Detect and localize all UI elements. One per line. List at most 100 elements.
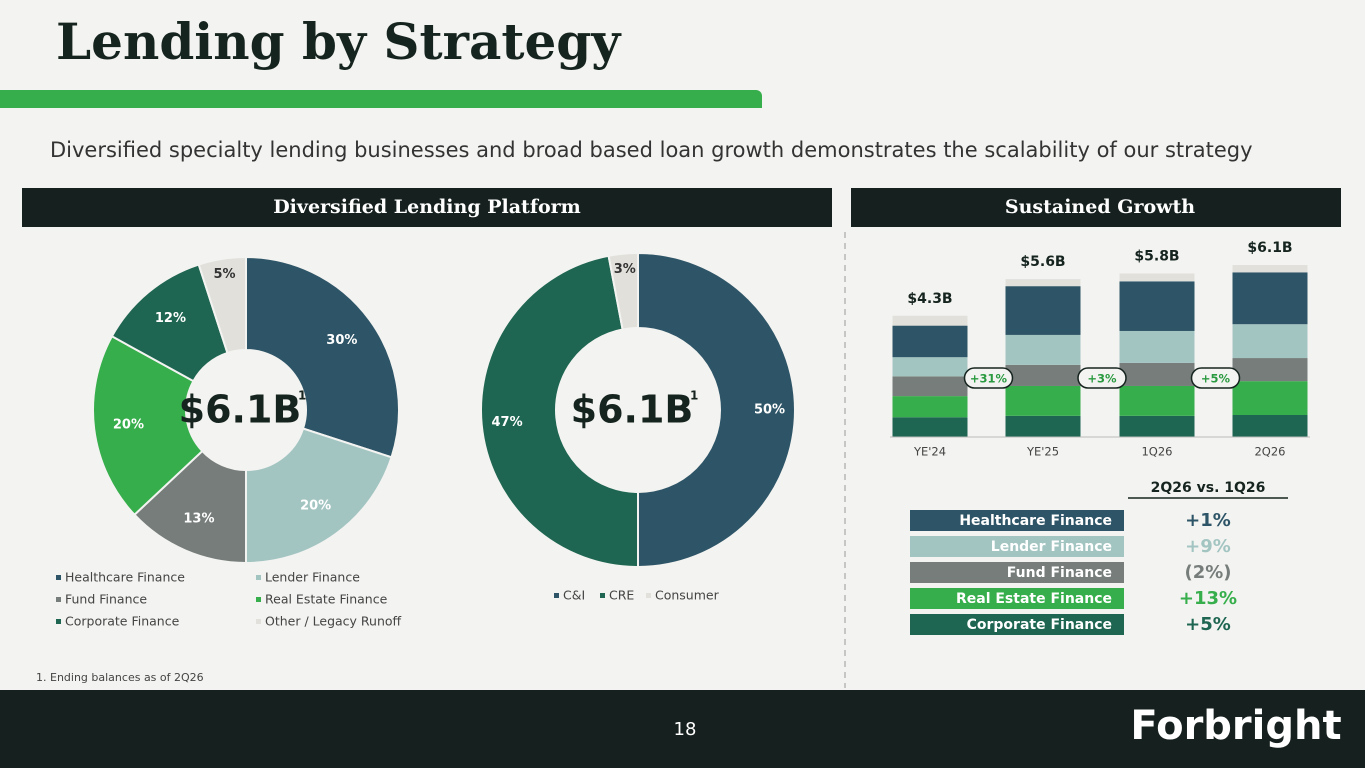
- bar-segment: [1005, 385, 1081, 416]
- title-underline: [0, 90, 762, 108]
- bar-segment: [892, 417, 968, 437]
- legend-marker: [554, 593, 559, 598]
- total-label: $6.1B: [1247, 240, 1292, 256]
- total-label: $5.8B: [1134, 248, 1179, 264]
- panel-header: [851, 188, 1341, 227]
- donut-slice: [637, 251, 796, 569]
- legend-label: Fund Finance: [65, 592, 147, 607]
- growth-label: +3%: [1087, 372, 1117, 386]
- legend-label: Healthcare Finance: [65, 570, 185, 585]
- data-label: 12%: [155, 311, 186, 326]
- donut-slice: [133, 449, 247, 565]
- bar-segment: [892, 357, 968, 377]
- data-label: 47%: [492, 415, 523, 430]
- table-title: 2Q26 vs. 1Q26: [1151, 480, 1266, 496]
- page-number: 18: [674, 719, 697, 740]
- bar-segment: [1119, 362, 1195, 386]
- row-label-bg: [910, 510, 1124, 531]
- legend-label: Other / Legacy Runoff: [265, 614, 402, 629]
- row-change: +5%: [1185, 614, 1231, 635]
- bar-segment: [1119, 415, 1195, 437]
- row-label-bg: [910, 536, 1124, 557]
- bar-segment: [1232, 324, 1308, 359]
- legend-marker: [646, 593, 651, 598]
- bar-segment: [1232, 415, 1308, 437]
- row-change: (2%): [1184, 562, 1231, 583]
- data-label: 20%: [113, 417, 144, 432]
- logo: Forbright: [1130, 703, 1341, 749]
- bar-segment: [1119, 281, 1195, 331]
- legend-marker: [256, 575, 261, 580]
- total-label: $4.3B: [907, 291, 952, 307]
- legend-label: CRE: [609, 588, 634, 603]
- data-label: 3%: [614, 262, 636, 277]
- row-change: +1%: [1185, 510, 1231, 531]
- x-tick-label: YE'25: [1026, 445, 1059, 459]
- row-label-bg: [910, 614, 1124, 635]
- row-label-bg: [910, 562, 1124, 583]
- center-note: 1: [690, 389, 698, 403]
- row-label-bg: [910, 588, 1124, 609]
- data-label: 30%: [326, 333, 357, 348]
- growth-pill: [1190, 367, 1241, 389]
- center-label: $6.1B: [571, 388, 694, 432]
- row-label: Lender Finance: [991, 539, 1112, 555]
- panel-header: [22, 188, 832, 227]
- donut-slice: [607, 251, 639, 331]
- data-label: 20%: [300, 498, 331, 513]
- footnote: 1. Ending balances as of 2Q26: [36, 671, 204, 684]
- bar-segment: [1232, 381, 1308, 416]
- legend-label: Corporate Finance: [65, 614, 180, 629]
- bar-segment: [1232, 272, 1308, 325]
- row-change: +13%: [1179, 588, 1237, 609]
- total-label: $5.6B: [1020, 254, 1065, 270]
- legend-label: C&I: [563, 588, 585, 603]
- bar-segment: [892, 376, 968, 397]
- growth-pill: [1077, 367, 1127, 389]
- bar-segment: [1119, 273, 1195, 282]
- legend-marker: [256, 619, 261, 624]
- x-tick-label: YE'24: [913, 445, 946, 459]
- center-note: 1: [298, 389, 306, 403]
- legend-marker: [56, 619, 61, 624]
- bar-segment: [1005, 415, 1081, 437]
- legend-label: Lender Finance: [265, 570, 360, 585]
- donut-slice: [245, 255, 400, 459]
- row-label: Real Estate Finance: [956, 591, 1112, 607]
- legend-label: Consumer: [655, 588, 720, 603]
- legend-marker: [56, 575, 61, 580]
- bar-segment: [1005, 334, 1081, 365]
- growth-label: +31%: [970, 372, 1008, 386]
- legend-marker: [56, 597, 61, 602]
- row-label: Fund Finance: [1007, 565, 1112, 581]
- row-change: +9%: [1185, 536, 1231, 557]
- donut-slice: [245, 427, 393, 565]
- legend-label: Real Estate Finance: [265, 592, 388, 607]
- bar-segment: [892, 396, 968, 418]
- data-label: 5%: [214, 267, 236, 282]
- growth-label: +5%: [1201, 372, 1231, 386]
- slide-title: Lending by Strategy: [56, 12, 622, 71]
- bar-segment: [1005, 279, 1081, 287]
- data-label: 50%: [754, 403, 785, 418]
- bar-segment: [1005, 286, 1081, 335]
- bar-segment: [892, 315, 968, 326]
- row-label: Corporate Finance: [967, 617, 1112, 633]
- bar-segment: [1232, 358, 1308, 382]
- bar-segment: [1119, 385, 1195, 416]
- data-label: 13%: [183, 511, 214, 526]
- bar-segment: [1005, 364, 1081, 386]
- bar-segment: [1119, 330, 1195, 363]
- row-label: Healthcare Finance: [959, 513, 1112, 529]
- panel-title: Diversified Lending Platform: [273, 196, 581, 218]
- footer: [0, 690, 1365, 768]
- donut-slice: [92, 334, 204, 517]
- x-tick-label: 1Q26: [1141, 445, 1172, 459]
- x-tick-label: 2Q26: [1254, 445, 1285, 459]
- panel-title: Sustained Growth: [1005, 196, 1195, 218]
- center-label: $6.1B: [179, 388, 302, 432]
- growth-pill: [963, 367, 1014, 389]
- donut-slice: [480, 254, 639, 569]
- legend-marker: [256, 597, 261, 602]
